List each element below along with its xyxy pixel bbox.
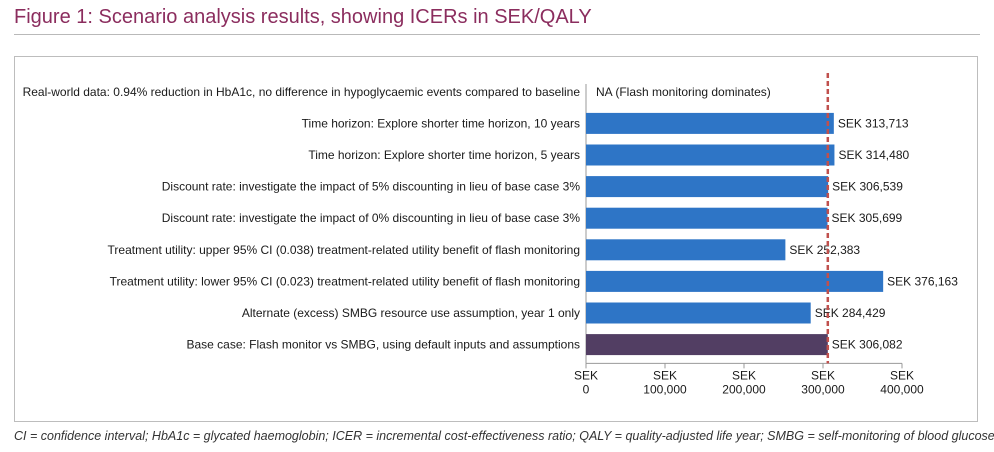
x-tick-label: 0 — [583, 382, 590, 396]
scenario-bar — [586, 207, 828, 229]
category-label: Alternate (excess) SMBG resource use ass… — [242, 306, 580, 320]
scenario-bar — [586, 239, 786, 261]
chart-frame: Real-world data: 0.94% reduction in HbA1… — [14, 56, 978, 422]
data-label: SEK 306,539 — [832, 180, 903, 194]
figure-title: Figure 1: Scenario analysis results, sho… — [14, 6, 592, 28]
category-label: Treatment utility: lower 95% CI (0.023) … — [110, 274, 580, 288]
x-tick-label: 200,000 — [722, 382, 766, 396]
category-label: Time horizon: Explore shorter time horiz… — [302, 116, 580, 130]
x-tick-label: SEK — [732, 368, 756, 382]
base-case-bar — [586, 334, 828, 356]
scenario-bar — [586, 144, 835, 166]
category-label: Base case: Flash monitor vs SMBG, using … — [186, 338, 580, 352]
scenario-bar — [586, 176, 829, 198]
x-tick-label: 400,000 — [880, 382, 924, 396]
data-label: SEK 284,429 — [815, 306, 886, 320]
figure-footnote: CI = confidence interval; HbA1c = glycat… — [14, 429, 994, 443]
data-label: SEK 306,082 — [832, 338, 903, 352]
category-label: Discount rate: investigate the impact of… — [162, 211, 581, 225]
scenario-bar — [586, 302, 811, 324]
data-label: SEK 314,480 — [838, 148, 909, 162]
data-label: SEK 313,713 — [838, 116, 909, 130]
data-label: SEK 252,383 — [789, 243, 860, 257]
scenario-bar-chart: Real-world data: 0.94% reduction in HbA1… — [23, 73, 958, 396]
category-label: Treatment utility: upper 95% CI (0.038) … — [108, 243, 580, 257]
x-tick-label: SEK — [653, 368, 677, 382]
x-tick-label: SEK — [890, 368, 914, 382]
category-label: Discount rate: investigate the impact of… — [162, 180, 581, 194]
x-tick-label: SEK — [811, 368, 835, 382]
x-tick-label: 100,000 — [643, 382, 687, 396]
title-divider — [14, 34, 980, 35]
category-label: Time horizon: Explore shorter time horiz… — [308, 148, 580, 162]
data-label: NA (Flash monitoring dominates) — [596, 85, 771, 99]
category-label: Real-world data: 0.94% reduction in HbA1… — [23, 85, 581, 99]
scenario-bar — [586, 112, 834, 134]
x-tick-label: 300,000 — [801, 382, 845, 396]
data-label: SEK 305,699 — [832, 211, 903, 225]
x-tick-label: SEK — [574, 368, 598, 382]
data-label: SEK 376,163 — [887, 274, 958, 288]
scenario-bar — [586, 270, 884, 292]
